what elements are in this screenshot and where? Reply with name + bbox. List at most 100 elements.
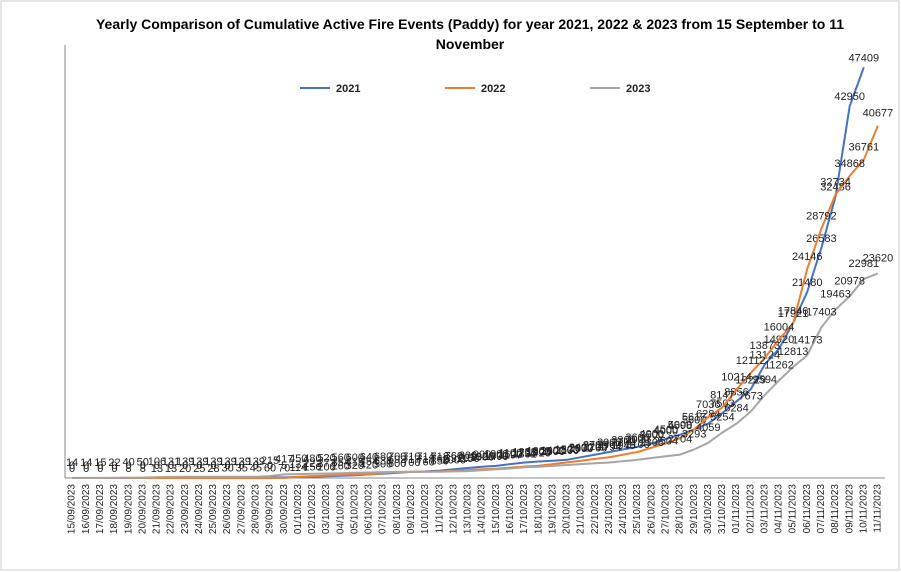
- data-label: 17403: [806, 306, 837, 318]
- data-label: 832: [445, 453, 463, 465]
- data-label: 14173: [792, 334, 823, 346]
- data-label: 13124: [750, 349, 781, 361]
- data-label: 760: [416, 456, 434, 468]
- data-label: 0: [239, 460, 245, 472]
- data-label: 14: [80, 457, 92, 469]
- x-tick-label: 03/10/2023: [321, 484, 332, 534]
- data-label: 1946: [611, 440, 635, 452]
- data-label: 717: [402, 454, 420, 466]
- series-line: [72, 272, 879, 479]
- x-tick-label: 23/09/2023: [180, 484, 191, 534]
- data-label: 1197: [499, 450, 523, 462]
- data-label: 5254: [710, 412, 734, 424]
- data-label: 0: [69, 460, 75, 472]
- x-tick-label: 01/10/2023: [293, 484, 304, 534]
- x-tick-label: 22/09/2023: [166, 484, 177, 534]
- data-label: 1400: [541, 445, 565, 457]
- data-label: 3500: [639, 430, 663, 442]
- data-label: 850: [430, 456, 448, 468]
- x-tick-label: 05/10/2023: [349, 484, 360, 534]
- data-label: 19463: [820, 288, 851, 300]
- x-tick-label: 26/10/2023: [646, 484, 657, 534]
- data-label: 320: [346, 460, 364, 472]
- data-label: 9594: [753, 374, 777, 386]
- data-label: 8856: [724, 386, 748, 398]
- data-label: 0: [83, 460, 89, 472]
- data-label: 1000: [484, 448, 508, 460]
- x-tick-label: 21/09/2023: [152, 484, 163, 534]
- data-label: 0: [168, 460, 174, 472]
- x-tick-label: 08/11/2023: [830, 484, 841, 534]
- x-tick-label: 14/10/2023: [477, 484, 488, 534]
- data-label: 2100: [555, 445, 579, 457]
- x-tick-label: 20/10/2023: [562, 484, 573, 534]
- data-label: 35: [236, 463, 248, 475]
- x-tick-label: 01/11/2023: [731, 484, 742, 534]
- data-label: 1795: [512, 447, 536, 459]
- data-label: 1600: [498, 449, 522, 461]
- data-label: 2306: [639, 437, 663, 449]
- data-label: 273: [317, 458, 335, 470]
- data-label: 139: [233, 456, 251, 468]
- data-label: 2700: [611, 437, 635, 449]
- data-label: 106: [148, 456, 166, 468]
- data-label: 17846: [778, 305, 809, 317]
- data-label: 3600: [625, 432, 649, 444]
- data-label: 1700: [583, 442, 607, 454]
- x-tick-label: 21/10/2023: [576, 484, 587, 534]
- data-label: 520: [317, 452, 335, 464]
- data-label: 417: [275, 453, 293, 465]
- data-label: 420: [360, 459, 378, 471]
- x-tick-label: 11/11/2023: [873, 484, 884, 533]
- x-tick-label: 25/10/2023: [632, 484, 643, 534]
- x-tick-label: 15/09/2023: [67, 484, 78, 534]
- data-label: 34868: [834, 158, 865, 170]
- data-label: 1300: [470, 452, 494, 464]
- data-label: 139: [190, 456, 208, 468]
- data-label: 0: [154, 460, 160, 472]
- chart-title: Yearly Comparison of Cumulative Active F…: [95, 16, 844, 52]
- data-label: 15: [94, 457, 106, 469]
- data-label: 2504: [654, 435, 678, 447]
- data-label: 7036: [696, 399, 720, 411]
- data-label: 900: [473, 449, 491, 461]
- data-label: 4500: [654, 424, 678, 436]
- data-label: 680: [374, 451, 392, 463]
- data-label: 13: [151, 463, 163, 475]
- data-label: 536: [374, 455, 392, 467]
- data-label: 40677: [863, 108, 894, 120]
- data-label: 40: [122, 457, 134, 469]
- data-label: 640: [360, 451, 378, 463]
- data-label: 42950: [834, 91, 865, 103]
- data-label: 1500: [555, 444, 579, 456]
- data-label: 131: [162, 456, 180, 468]
- data-label: 22: [108, 457, 120, 469]
- data-label: 28: [207, 463, 219, 475]
- x-tick-label: 30/09/2023: [279, 484, 290, 534]
- data-label: 0: [253, 460, 259, 472]
- data-label: 2000: [569, 443, 593, 455]
- data-label: 450: [289, 453, 307, 465]
- data-label: 0: [126, 460, 132, 472]
- data-label: 1800: [555, 444, 579, 456]
- x-tick-label: 22/10/2023: [590, 484, 601, 534]
- data-label: 3293: [682, 428, 706, 440]
- data-label: 3000: [625, 434, 649, 446]
- data-label: 10214: [721, 372, 752, 384]
- data-label: 480: [303, 453, 321, 465]
- data-label: 24146: [792, 251, 823, 263]
- data-label: 28792: [806, 211, 837, 223]
- x-tick-label: 02/11/2023: [745, 484, 756, 534]
- data-label: 2400: [597, 439, 621, 451]
- data-label: 23620: [863, 252, 894, 264]
- data-label: 3000: [597, 437, 621, 449]
- data-label: 5: [281, 460, 287, 472]
- data-label: 2400: [569, 442, 593, 454]
- x-tick-label: 27/09/2023: [236, 484, 247, 534]
- data-label: 12813: [778, 346, 809, 358]
- data-label: 0: [97, 460, 103, 472]
- x-tick-label: 05/11/2023: [788, 484, 799, 534]
- x-tick-label: 25/09/2023: [208, 484, 219, 534]
